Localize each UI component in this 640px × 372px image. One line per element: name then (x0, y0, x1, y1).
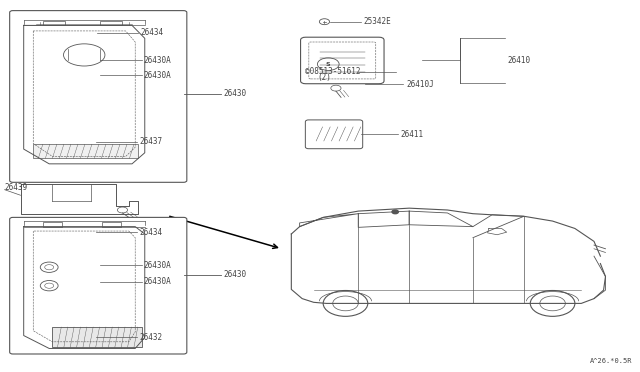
Text: 26430A: 26430A (143, 71, 172, 80)
Bar (100, 21, 122, 25)
FancyBboxPatch shape (309, 42, 376, 79)
FancyBboxPatch shape (305, 120, 363, 149)
Text: 26430: 26430 (223, 89, 246, 98)
Text: A^26.*0.5R: A^26.*0.5R (589, 358, 632, 364)
Text: 26430A: 26430A (143, 278, 172, 286)
Text: 25342E: 25342E (364, 17, 391, 26)
Bar (33, 144, 138, 158)
Text: 26411: 26411 (400, 130, 424, 139)
Text: 26434: 26434 (140, 28, 163, 37)
Text: 26410: 26410 (508, 56, 531, 65)
Text: 26434: 26434 (139, 228, 162, 237)
Text: (2): (2) (317, 73, 332, 82)
Text: 26437: 26437 (139, 137, 162, 146)
Text: 26410J: 26410J (406, 80, 434, 89)
FancyBboxPatch shape (10, 11, 187, 182)
FancyBboxPatch shape (10, 217, 187, 354)
Text: S: S (326, 62, 331, 67)
Text: 26430: 26430 (223, 270, 246, 279)
Bar (43, 222, 62, 227)
Text: 26430A: 26430A (143, 261, 172, 270)
FancyArrowPatch shape (170, 216, 278, 248)
Text: ©08513-51612: ©08513-51612 (305, 67, 360, 76)
Text: 26430A: 26430A (143, 56, 172, 65)
Text: 26432: 26432 (139, 333, 162, 342)
Text: 26439: 26439 (4, 183, 28, 192)
Bar (52, 327, 141, 347)
Bar (102, 222, 121, 227)
FancyBboxPatch shape (301, 37, 384, 84)
Bar (43, 21, 65, 25)
Circle shape (392, 210, 398, 214)
